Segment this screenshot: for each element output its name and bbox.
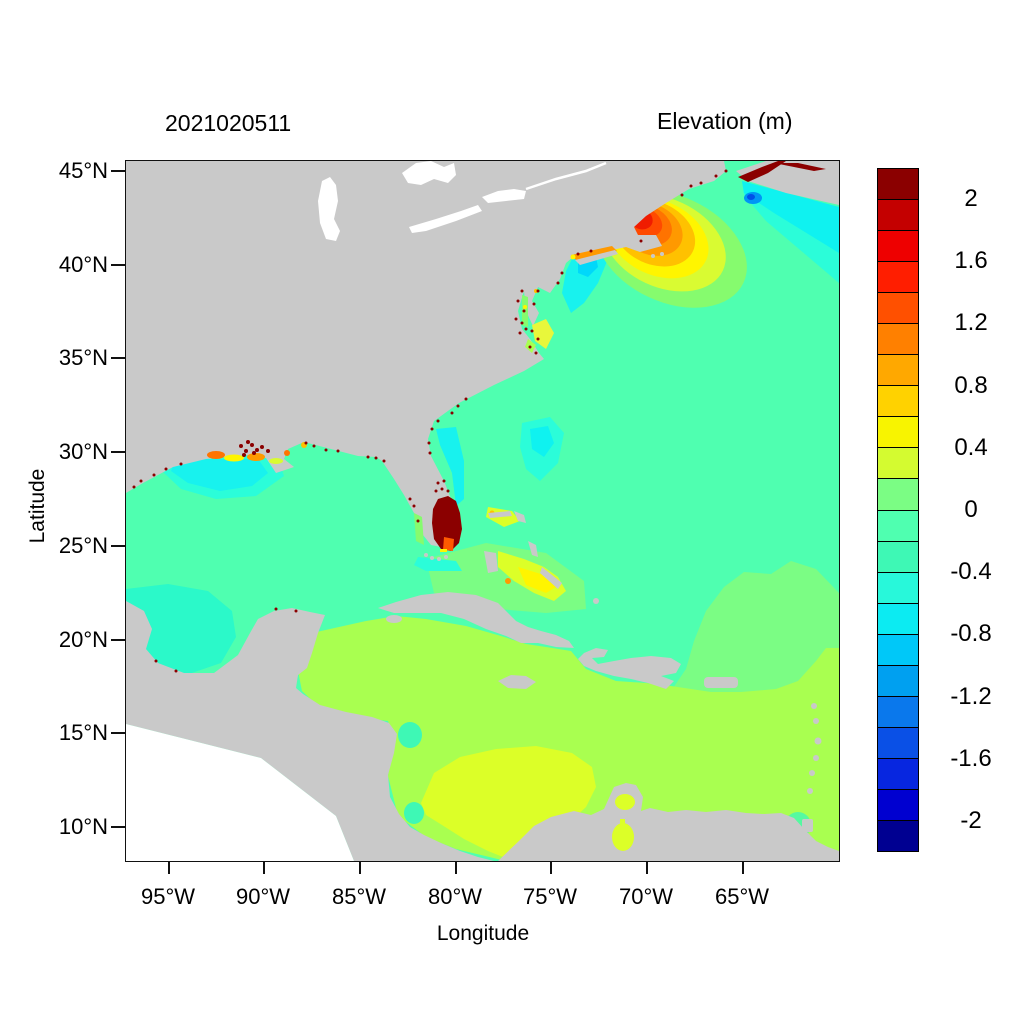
x-tick-mark bbox=[359, 861, 361, 874]
colorbar-cell bbox=[878, 726, 918, 758]
y-tick-label: 15°N bbox=[58, 720, 108, 745]
colorbar-cell bbox=[878, 323, 918, 355]
y-tick-mark bbox=[111, 264, 125, 266]
colorbar-cell bbox=[878, 385, 918, 417]
y-tick-label: 25°N bbox=[58, 533, 108, 558]
colorbar-cell bbox=[878, 540, 918, 572]
x-tick-label: 70°W bbox=[618, 884, 674, 909]
colorbar-cell bbox=[878, 695, 918, 727]
colorbar-cell bbox=[878, 230, 918, 262]
x-tick-mark bbox=[550, 861, 552, 874]
y-tick-label: 20°N bbox=[58, 627, 108, 652]
colorbar-cell bbox=[878, 633, 918, 665]
x-axis-label: Longitude bbox=[436, 922, 530, 945]
y-tick-label: 45°N bbox=[58, 158, 108, 183]
colorbar-label: 2 bbox=[964, 185, 978, 212]
x-tick-mark bbox=[168, 861, 170, 874]
colorbar-cell bbox=[878, 292, 918, 324]
colorbar-label: 1.2 bbox=[954, 309, 988, 336]
colorbar-cell bbox=[878, 199, 918, 231]
y-tick-label: 35°N bbox=[58, 345, 108, 370]
map-plot-area bbox=[125, 160, 840, 862]
colorbar-label: -1.2 bbox=[950, 683, 992, 710]
colorbar-label: 0 bbox=[964, 496, 978, 523]
colorbar-cell bbox=[878, 478, 918, 510]
x-tick-mark bbox=[455, 861, 457, 874]
colorbar-title: Elevation (m) bbox=[657, 108, 793, 134]
elevation-map bbox=[126, 161, 839, 861]
colorbar-cell bbox=[878, 788, 918, 820]
x-tick-label: 85°W bbox=[331, 884, 387, 909]
x-tick-label: 65°W bbox=[714, 884, 770, 909]
colorbar-label: -0.4 bbox=[950, 558, 992, 585]
x-tick-label: 95°W bbox=[140, 884, 196, 909]
colorbar-label: -0.8 bbox=[950, 620, 992, 647]
colorbar-label: 0.4 bbox=[954, 434, 988, 461]
colorbar-cell bbox=[878, 261, 918, 293]
x-tick-label: 80°W bbox=[427, 884, 483, 909]
y-tick-mark bbox=[111, 732, 125, 734]
y-tick-label: 10°N bbox=[58, 814, 108, 839]
colorbar-cell bbox=[878, 447, 918, 479]
colorbar-cell bbox=[878, 602, 918, 634]
colorbar-cell bbox=[878, 571, 918, 603]
colorbar-cell bbox=[878, 416, 918, 448]
timestamp-title: 2021020511 bbox=[165, 110, 292, 136]
coastal-speckles bbox=[132, 169, 728, 673]
colorbar-cell bbox=[878, 757, 918, 789]
y-tick-label: 30°N bbox=[58, 439, 108, 464]
colorbar-cell bbox=[878, 169, 918, 200]
colorbar-cell bbox=[878, 819, 918, 852]
x-tick-mark bbox=[742, 861, 744, 874]
colorbar-label: 0.8 bbox=[954, 372, 988, 399]
colorbar-cell bbox=[878, 509, 918, 541]
y-tick-mark bbox=[111, 170, 125, 172]
x-tick-label: 75°W bbox=[522, 884, 578, 909]
colorbar-label: -1.6 bbox=[950, 745, 992, 772]
colorbar bbox=[877, 168, 919, 852]
y-tick-mark bbox=[111, 357, 125, 359]
y-tick-label: 40°N bbox=[58, 252, 108, 277]
colorbar-cell bbox=[878, 354, 918, 386]
y-tick-mark bbox=[111, 451, 125, 453]
y-axis-label: Latitude bbox=[26, 468, 49, 544]
y-tick-mark bbox=[111, 639, 125, 641]
x-tick-label: 90°W bbox=[235, 884, 291, 909]
x-tick-mark bbox=[646, 861, 648, 874]
colorbar-label: 1.6 bbox=[954, 247, 988, 274]
y-tick-mark bbox=[111, 545, 125, 547]
colorbar-label: -2 bbox=[960, 807, 982, 834]
x-tick-mark bbox=[263, 861, 265, 874]
y-tick-mark bbox=[111, 826, 125, 828]
colorbar-cell bbox=[878, 664, 918, 696]
